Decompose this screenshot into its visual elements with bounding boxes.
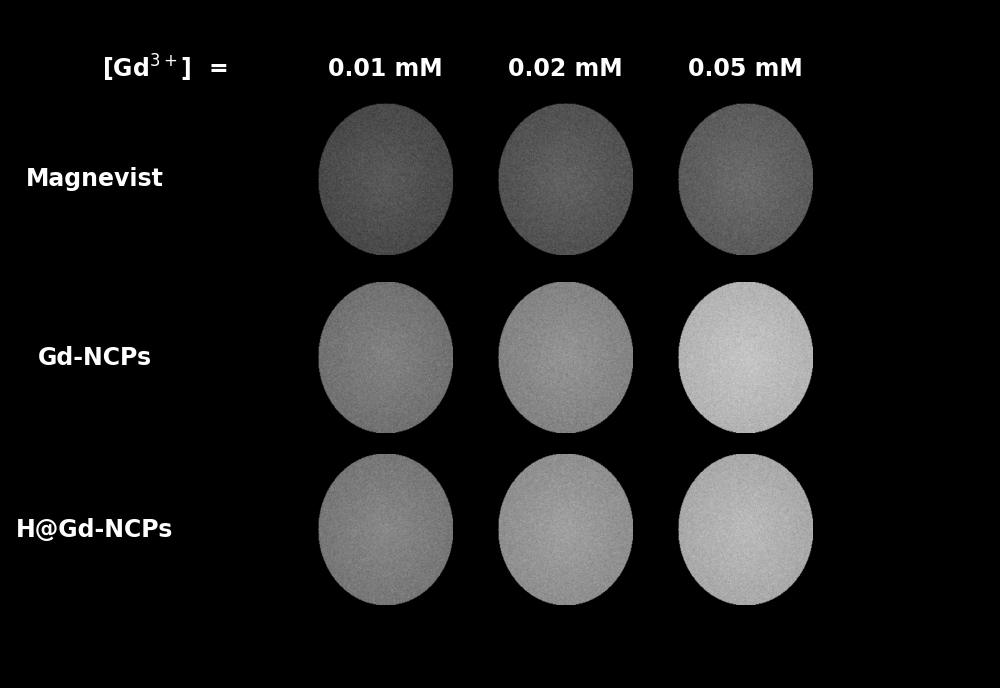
Text: H@Gd-NCPs: H@Gd-NCPs bbox=[16, 518, 174, 541]
Text: [Gd$^{3+}$]  =: [Gd$^{3+}$] = bbox=[102, 53, 228, 85]
Text: 0.02 mM: 0.02 mM bbox=[508, 57, 622, 80]
Text: 0.01 mM: 0.01 mM bbox=[328, 57, 442, 80]
Text: Magnevist: Magnevist bbox=[26, 167, 164, 191]
Text: Gd-NCPs: Gd-NCPs bbox=[38, 346, 152, 369]
Text: 0.05 mM: 0.05 mM bbox=[688, 57, 802, 80]
